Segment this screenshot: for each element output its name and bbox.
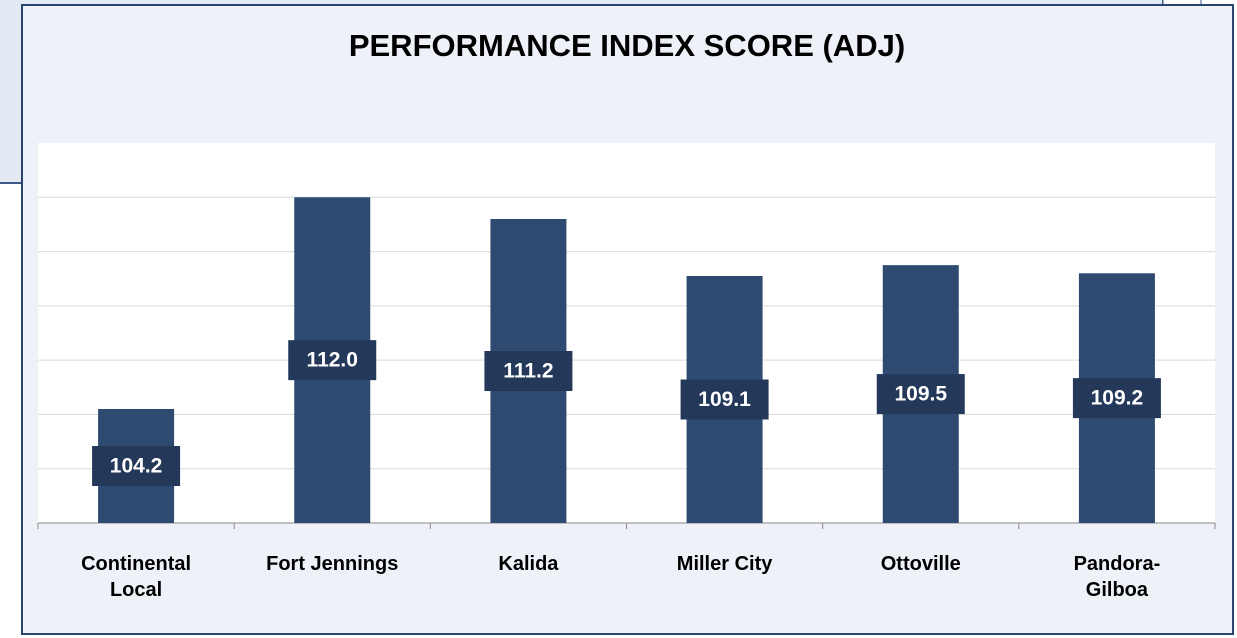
value-label: 109.5: [894, 383, 947, 406]
value-label-box: [288, 340, 377, 381]
x-tick-label: Continental Local: [81, 553, 192, 601]
x-tick-label: Kalida: [498, 553, 559, 575]
value-label: 111.2: [503, 360, 553, 383]
value-label: 112.0: [307, 349, 358, 372]
x-tick-label: Miller City: [676, 553, 773, 575]
value-label: 109.2: [1091, 387, 1144, 410]
value-label-box: [484, 351, 573, 391]
plot-area: [38, 143, 1215, 523]
value-label-box: [92, 446, 181, 486]
x-tick-label: Pandora-Gilboa: [1073, 553, 1161, 601]
x-tick-label: Ottoville: [880, 553, 961, 575]
value-label-box: [876, 374, 965, 415]
value-label-box: [680, 379, 769, 420]
value-label-box: [1072, 378, 1161, 419]
chart-title: PERFORMANCE INDEX SCORE (ADJ): [348, 28, 906, 63]
value-label: 104.2: [110, 455, 163, 478]
x-tick-label: Fort Jennings: [266, 553, 399, 575]
value-label: 109.1: [698, 388, 751, 411]
